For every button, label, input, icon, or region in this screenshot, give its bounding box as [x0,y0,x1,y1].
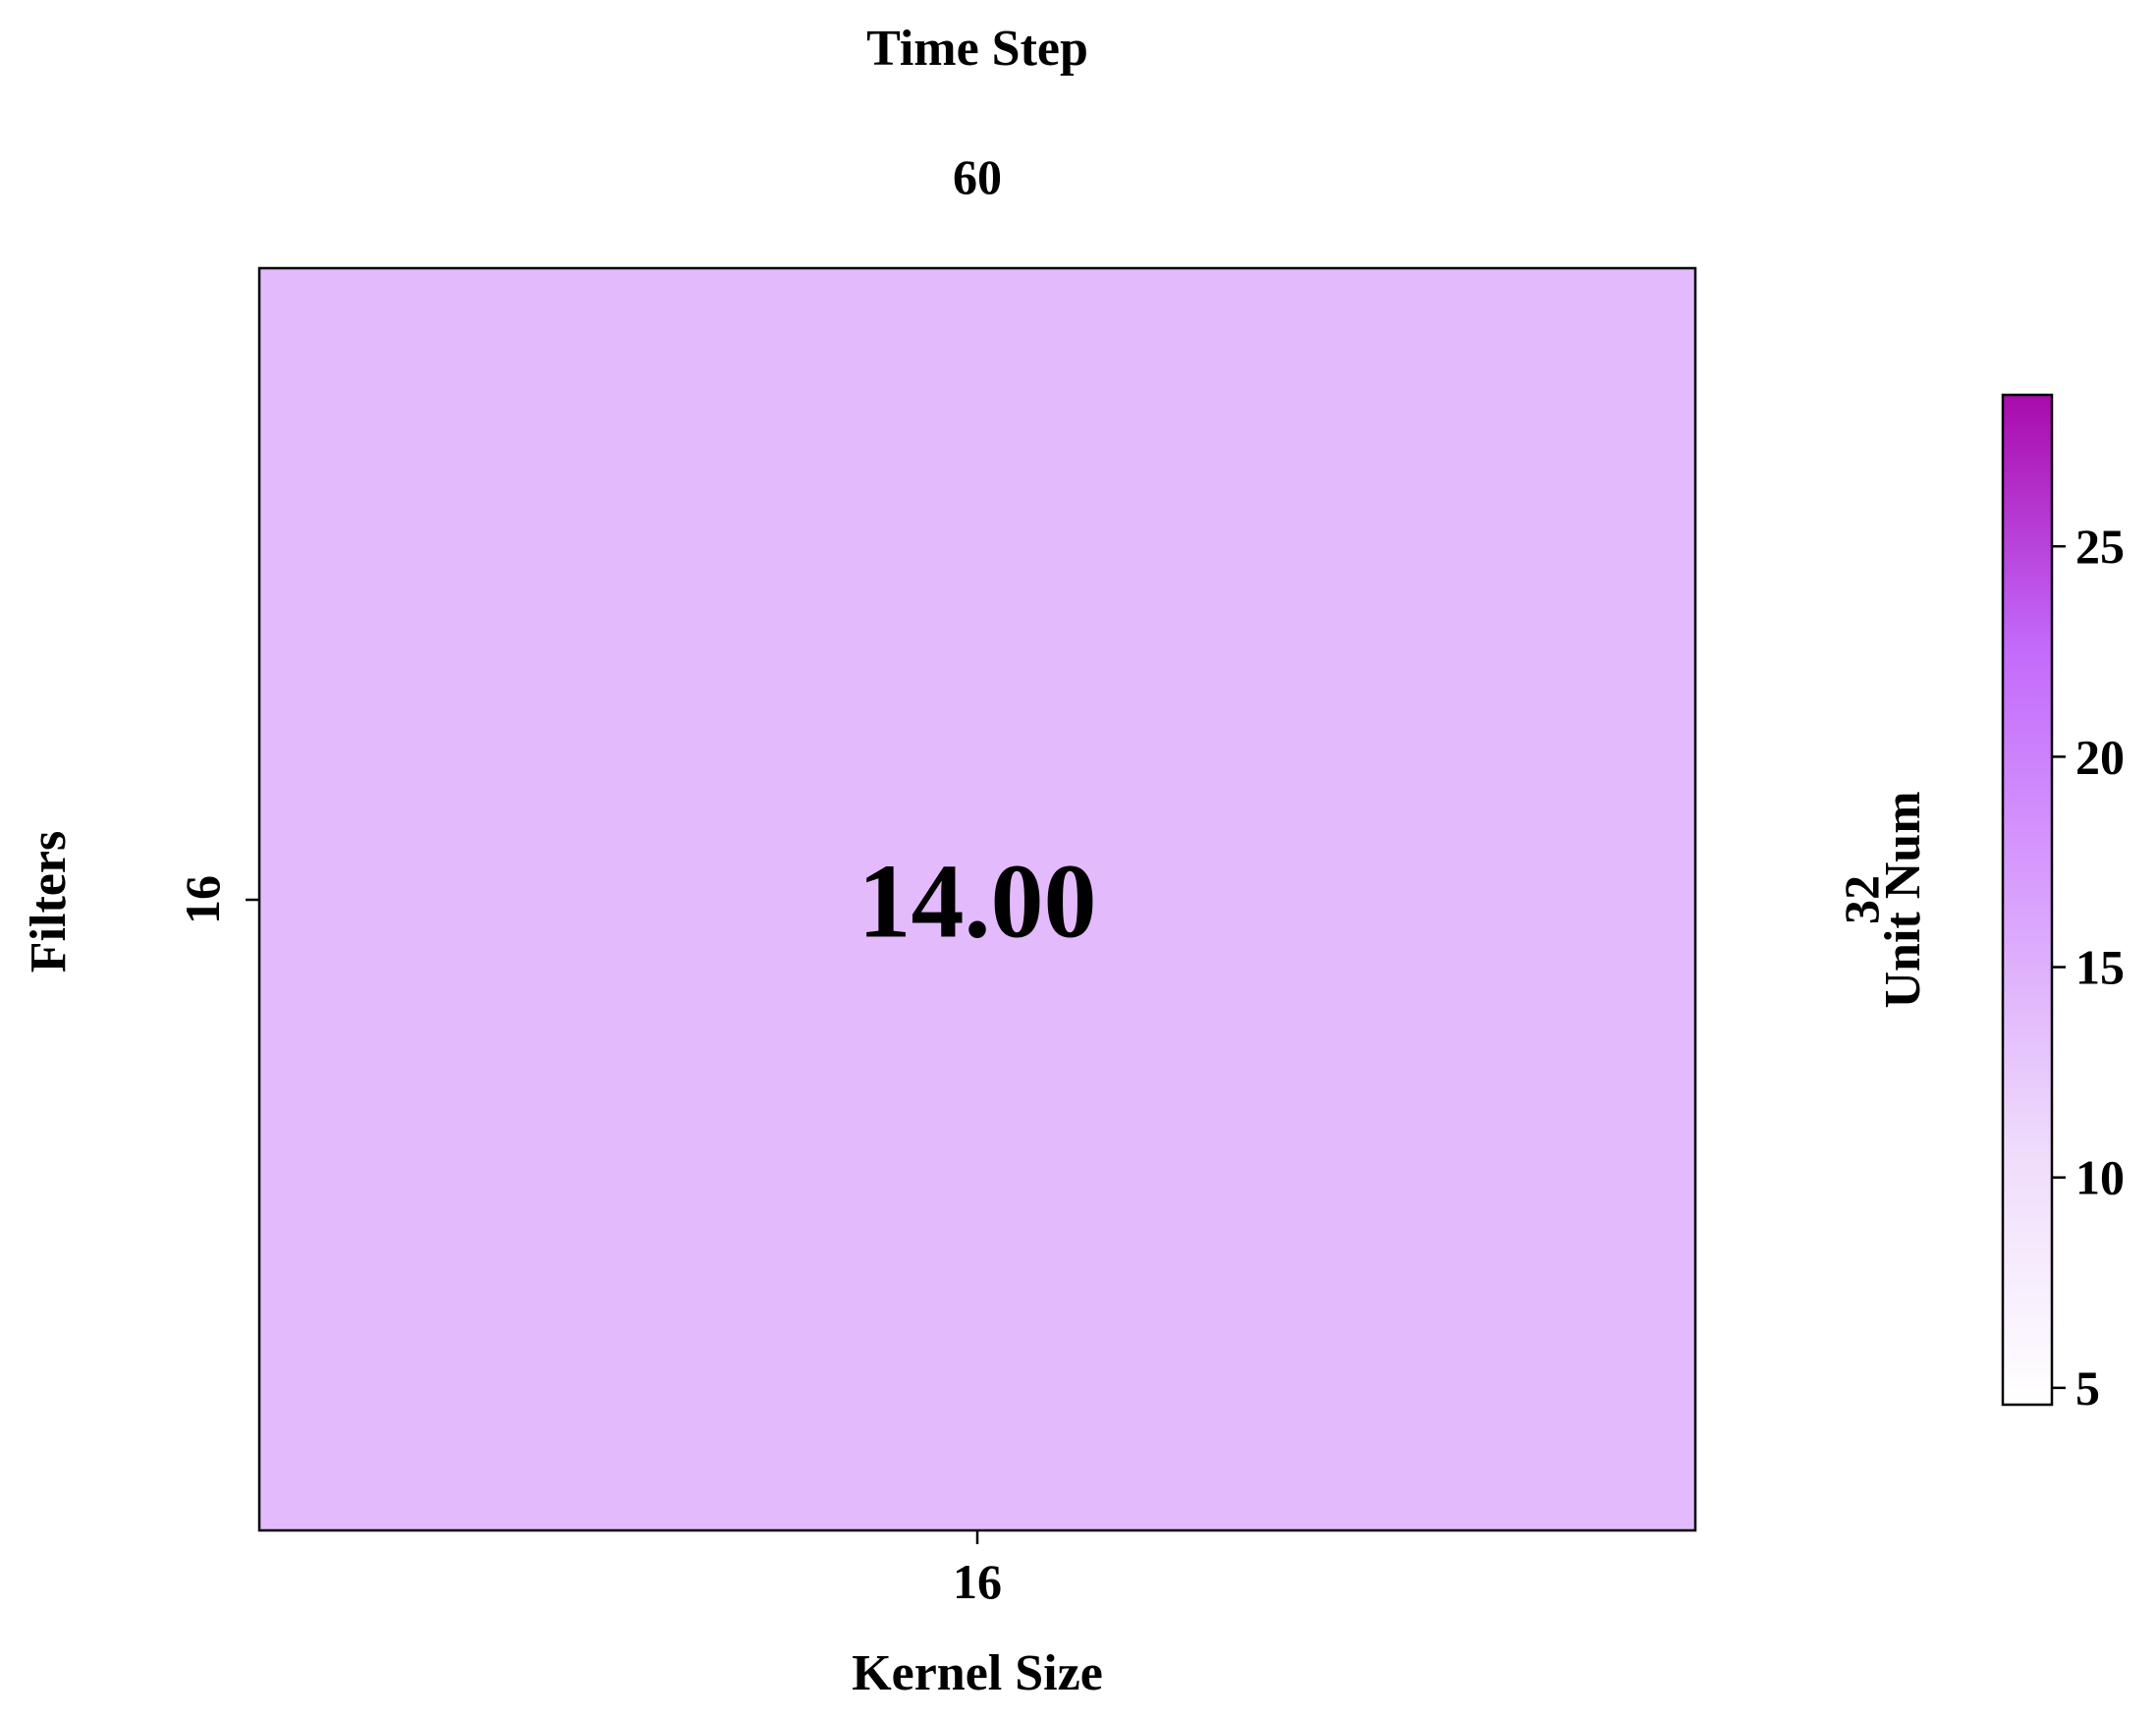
colorbar-frame [2001,393,2054,1407]
x-axis-label: Kernel Size [852,1645,1103,1701]
x-tick-label: 16 [953,1554,1002,1609]
heatmap-cell-value: 14.00 [858,844,1097,961]
colorbar-tick-label: 20 [2075,729,2125,784]
top-axis-label: Time Step [866,21,1088,77]
colorbar-tick-label: 10 [2075,1150,2125,1205]
y-tick-label: 16 [175,875,230,924]
colorbar-ticks: 5 10 15 20 25 [2052,519,2125,1415]
y-axis-label: Filters [21,831,77,972]
heatmap-cells: 14.00 [259,268,1695,1530]
top-axis-tick-label: 60 [953,149,1002,204]
colorbar-gradient [2003,395,2052,1405]
colorbar-tick-label: 5 [2075,1360,2100,1415]
colorbar-tick-label: 15 [2075,940,2125,995]
heatmap-cell [259,268,1695,1530]
right-axis-tick-label: 32 [1834,875,1889,924]
colorbar: 5 10 15 20 25 [2001,393,2125,1415]
right-axis-label: Unit Num [1875,791,1931,1008]
colorbar-tick-label: 25 [2075,519,2125,574]
